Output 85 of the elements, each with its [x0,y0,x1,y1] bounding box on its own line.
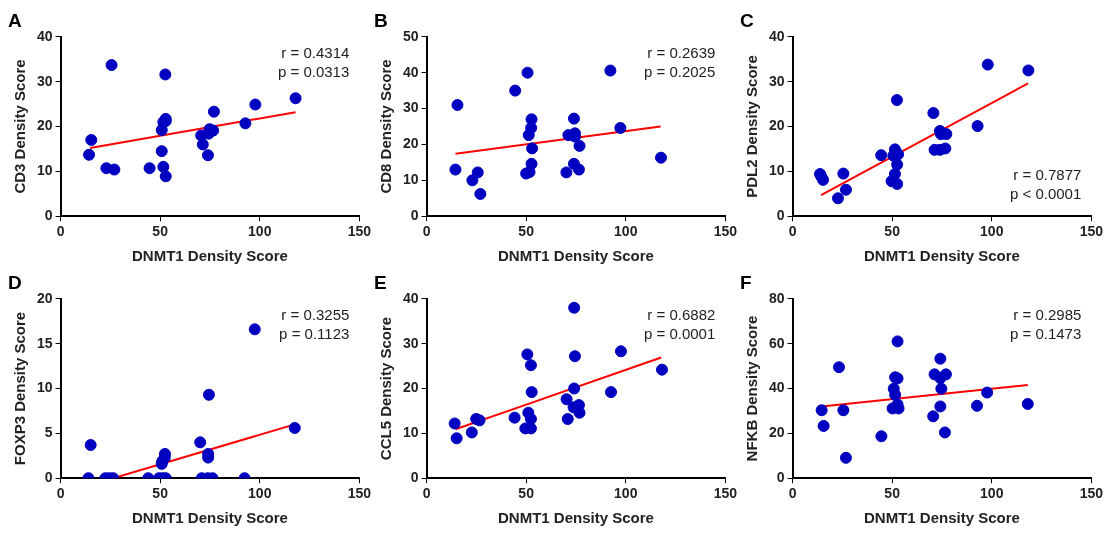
x-tick-label: 0 [56,485,65,502]
annotation: r = 0.7877 [1013,165,1082,183]
x-tick-label: 0 [788,223,797,240]
x-axis-title: DNMT1 Density Score [132,509,288,527]
y-tick-label: 30 [768,72,785,89]
y-axis-title: CD8 Density Score [377,59,395,194]
annotation: r = 0.2639 [647,44,716,62]
chart-title: C [740,9,754,31]
x-tick-label: 150 [713,223,738,240]
y-tick-label: 40 [768,27,785,44]
y-tick-label: 15 [36,334,53,351]
x-tick-label: 100 [980,223,1004,240]
y-tick-label: 40 [36,27,53,44]
y-tick-label: 10 [768,162,785,179]
y-axis-title: PDL2 Density Score [743,55,761,198]
x-tick-label: 0 [788,485,797,502]
x-tick-label: 100 [248,485,272,502]
y-tick-label: 30 [402,334,419,351]
x-axis-title: DNMT1 Density Score [132,247,288,265]
annotation: r = 0.6882 [647,306,716,324]
x-tick-label: 100 [614,485,638,502]
x-tick-label: 50 [518,223,535,240]
y-tick-label: 0 [776,207,785,224]
annotation: p = 0.0001 [643,325,716,343]
chart-title: A [8,9,22,31]
y-tick-label: 0 [44,469,53,486]
x-tick-label: 50 [518,485,535,502]
y-tick-label: 40 [402,289,419,306]
chart-title: B [374,9,388,31]
x-tick-label: 150 [713,485,738,502]
y-tick-label: 10 [402,171,419,188]
x-tick-label: 150 [347,485,372,502]
x-axis-title: DNMT1 Density Score [498,247,654,265]
y-tick-label: 30 [36,72,53,89]
x-tick-label: 0 [422,223,431,240]
y-tick-label: 20 [402,379,419,396]
x-axis-title: DNMT1 Density Score [498,509,654,527]
y-tick-label: 20 [768,424,785,441]
annotation: r = 0.4314 [281,44,350,62]
y-tick-label: 20 [36,117,53,134]
y-axis-title: CD3 Density Score [11,59,29,194]
x-axis-title: DNMT1 Density Score [864,247,1020,265]
x-tick-label: 150 [347,223,372,240]
x-tick-label: 50 [884,223,901,240]
y-tick-label: 0 [410,207,419,224]
y-axis-title: CCL5 Density Score [377,316,395,461]
x-tick-label: 150 [1079,223,1104,240]
x-tick-label: 0 [422,485,431,502]
y-tick-label: 80 [768,289,785,306]
y-tick-label: 20 [36,289,53,306]
x-axis-title: DNMT1 Density Score [864,509,1020,527]
y-axis-title: NFKB Density Score [743,315,761,462]
chart-title: F [740,271,752,293]
annotation: r = 0.2985 [1013,306,1082,324]
x-tick-label: 100 [980,485,1004,502]
annotation: p = 0.0313 [277,63,350,81]
x-tick-label: 150 [1079,485,1104,502]
y-tick-label: 40 [402,63,419,80]
y-tick-label: 10 [36,162,53,179]
x-tick-label: 100 [614,223,638,240]
y-tick-label: 5 [44,424,53,441]
chart-title: E [374,271,387,293]
y-tick-label: 50 [402,27,419,44]
y-tick-label: 20 [768,117,785,134]
y-tick-label: 10 [36,379,53,396]
y-axis-title: FOXP3 Density Score [11,311,29,466]
y-tick-label: 40 [768,379,785,396]
y-tick-label: 30 [402,99,419,116]
y-tick-label: 10 [402,424,419,441]
x-tick-label: 50 [152,485,169,502]
y-tick-label: 60 [768,334,785,351]
y-tick-label: 0 [44,207,53,224]
annotation: p = 0.2025 [643,63,716,81]
x-tick-label: 50 [884,485,901,502]
y-tick-label: 20 [402,135,419,152]
annotation: p = 0.1473 [1009,325,1082,343]
y-tick-label: 0 [410,469,419,486]
annotation: p = 0.1123 [279,325,350,343]
y-tick-label: 0 [776,469,785,486]
x-tick-label: 100 [248,223,272,240]
chart-title: D [8,271,22,293]
x-tick-label: 50 [152,223,169,240]
annotation: r = 0.3255 [281,306,350,324]
annotation: p < 0.0001 [1009,184,1082,202]
x-tick-label: 0 [56,223,65,240]
